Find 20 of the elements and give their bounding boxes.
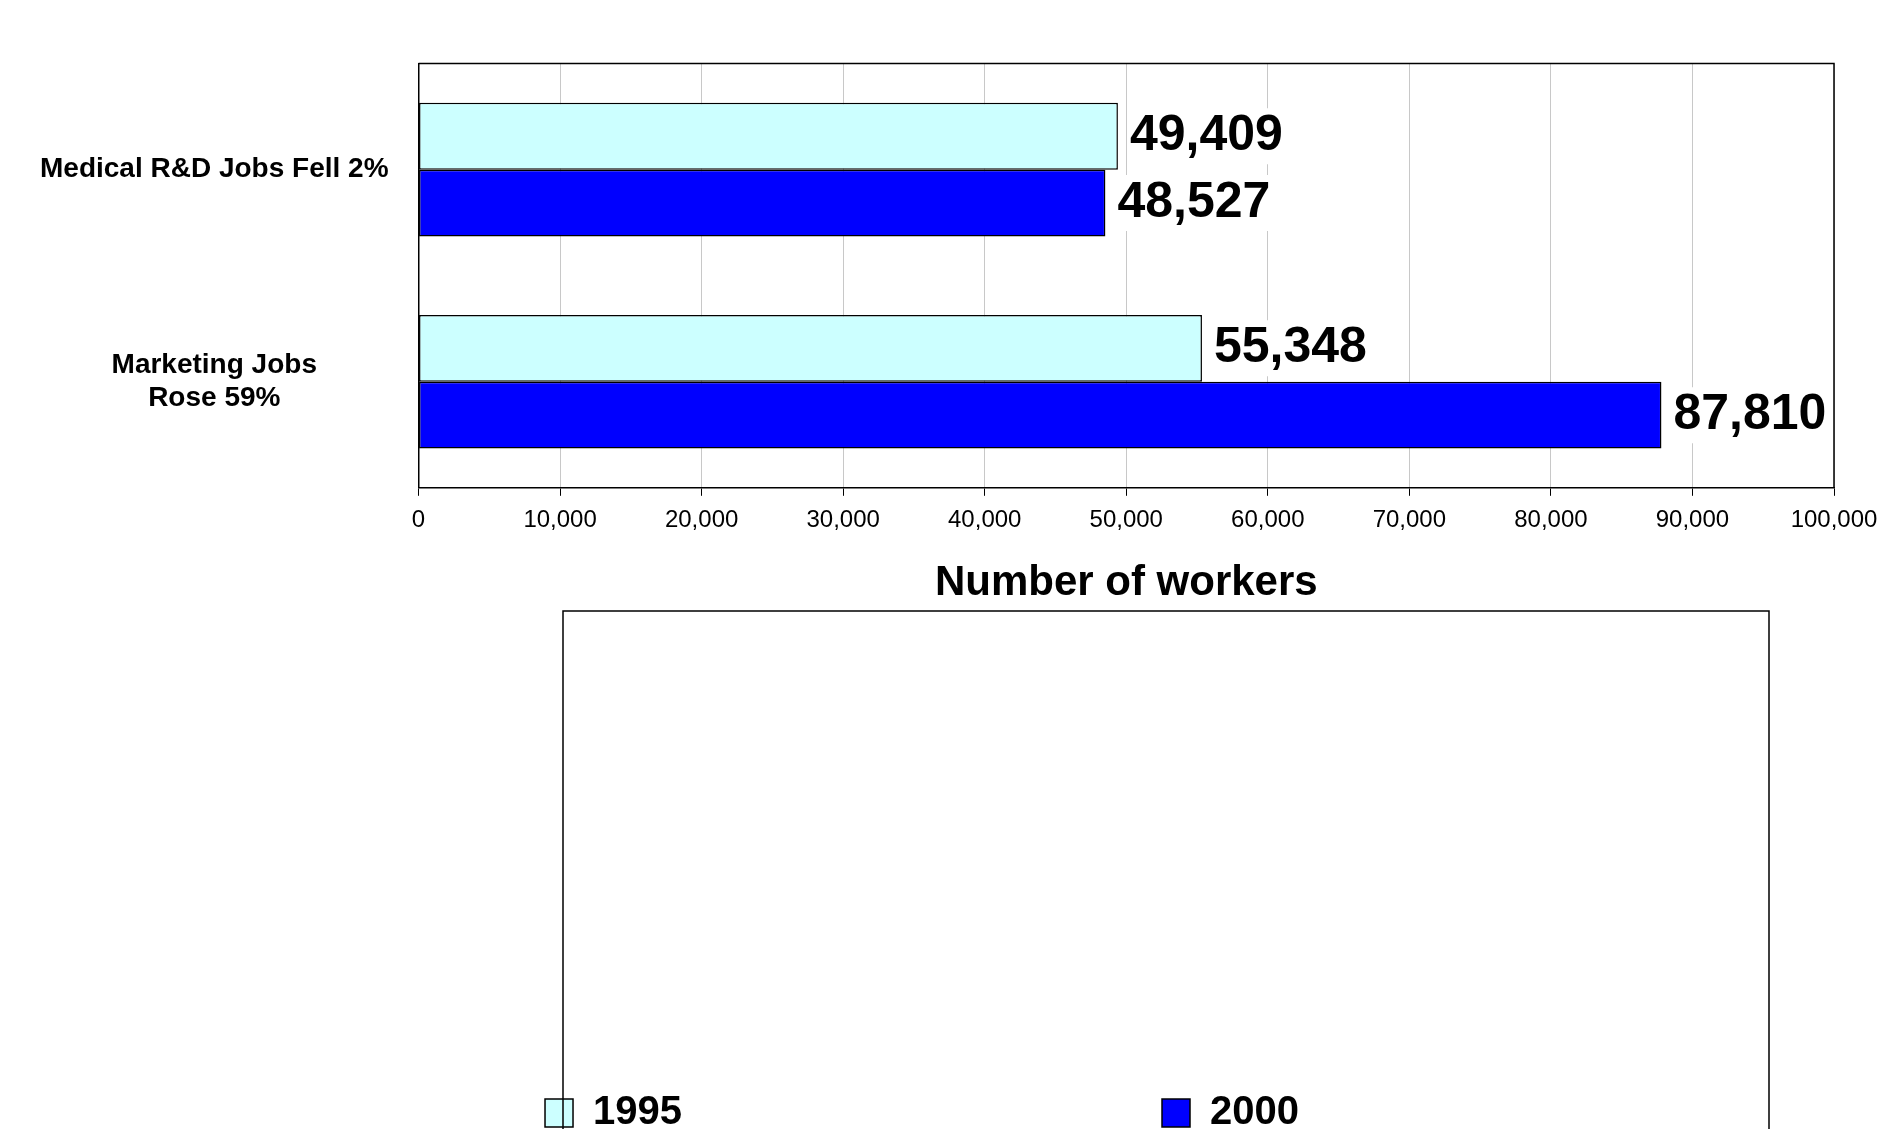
x-tick-label: 40,000 (948, 504, 1022, 532)
x-tick-label: 100,000 (1790, 504, 1878, 532)
x-tick-label: 80,000 (1514, 504, 1588, 532)
data-label: 48,527 (1117, 171, 1271, 228)
y-tick-label: Medical R&D Jobs Fell 2% (40, 152, 389, 184)
y-tick-label: Marketing Jobs Rose 59% (111, 347, 317, 413)
x-axis-title: Number of workers (934, 557, 1318, 605)
legend-label: 1995 (593, 1088, 682, 1129)
data-label: 87,810 (1673, 383, 1827, 440)
x-tick-label: 70,000 (1372, 504, 1447, 532)
x-tick-label: 10,000 (523, 504, 597, 532)
x-tick-label: 50,000 (1089, 504, 1163, 532)
data-label: 49,409 (1129, 105, 1283, 162)
x-tick-label: 60,000 (1231, 504, 1305, 532)
x-tick-label: 0 (411, 504, 426, 532)
data-label: 55,348 (1213, 317, 1367, 374)
x-tick-label: 90,000 (1655, 504, 1730, 532)
x-tick-label: 20,000 (664, 504, 739, 532)
legend-label: 2000 (1210, 1088, 1299, 1129)
x-tick-label: 30,000 (806, 504, 880, 532)
